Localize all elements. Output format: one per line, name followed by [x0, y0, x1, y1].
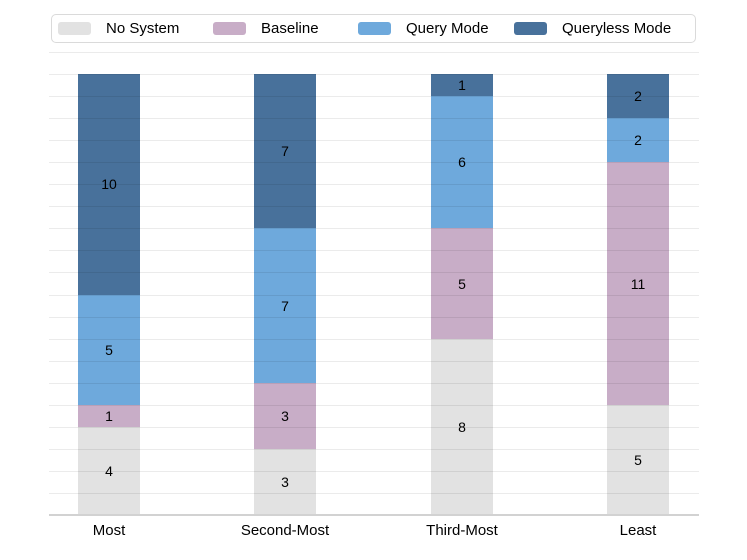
- legend-swatch-baseline: [213, 22, 246, 35]
- segment-value-label: 7: [281, 143, 289, 160]
- segment-queryless-mode: 10: [78, 74, 140, 295]
- segment-value-label: 6: [458, 154, 466, 171]
- segment-query-mode: 7: [254, 228, 316, 383]
- segment-value-label: 5: [634, 451, 642, 468]
- x-axis-line: [49, 514, 699, 516]
- segment-no-system: 4: [78, 426, 140, 515]
- segment-no-system: 8: [431, 338, 493, 515]
- legend-item-queryless-mode: Queryless Mode: [514, 15, 671, 42]
- segment-query-mode: 6: [431, 96, 493, 229]
- segment-value-label: 2: [634, 132, 642, 149]
- legend-item-no-system: No System: [58, 15, 179, 42]
- bar-least: 5 11 2 2: [607, 74, 669, 515]
- x-tick-label-least: Least: [619, 522, 657, 539]
- segment-queryless-mode: 2: [607, 74, 669, 119]
- bar-most: 4 1 5 10: [78, 74, 140, 515]
- segment-value-label: 2: [634, 88, 642, 105]
- segment-queryless-mode: 7: [254, 74, 316, 229]
- segment-value-label: 1: [458, 77, 466, 94]
- legend-swatch-query-mode: [358, 22, 391, 35]
- segment-value-label: 10: [101, 176, 117, 193]
- legend-label-no-system: No System: [106, 20, 180, 37]
- segment-no-system: 5: [607, 404, 669, 515]
- legend-label-queryless-mode: Queryless Mode: [562, 20, 672, 37]
- bar-second-most: 3 3 7 7: [254, 74, 316, 515]
- segment-baseline: 3: [254, 382, 316, 449]
- x-tick-label-third-most: Third-Most: [426, 522, 498, 539]
- segment-baseline: 11: [607, 162, 669, 405]
- segment-value-label: 11: [630, 275, 646, 292]
- legend-swatch-queryless-mode: [514, 22, 547, 35]
- segment-query-mode: 2: [607, 118, 669, 163]
- bars-container: 4 1 5 10 3 3 7 7 8 5 6 1 5 11 2 2: [49, 52, 699, 515]
- legend: No System Baseline Query Mode Queryless …: [51, 14, 696, 43]
- segment-value-label: 5: [458, 275, 466, 292]
- legend-label-baseline: Baseline: [261, 20, 319, 37]
- segment-value-label: 8: [458, 418, 466, 435]
- segment-queryless-mode: 1: [431, 74, 493, 97]
- segment-query-mode: 5: [78, 294, 140, 405]
- segment-no-system: 3: [254, 448, 316, 515]
- x-tick-label-second-most: Second-Most: [240, 522, 330, 539]
- legend-item-query-mode: Query Mode: [358, 15, 489, 42]
- segment-value-label: 3: [281, 407, 289, 424]
- legend-swatch-no-system: [58, 22, 91, 35]
- legend-label-query-mode: Query Mode: [406, 20, 489, 37]
- x-tick-label-most: Most: [92, 522, 126, 539]
- segment-baseline: 1: [78, 404, 140, 427]
- segment-value-label: 7: [281, 297, 289, 314]
- bar-third-most: 8 5 6 1: [431, 74, 493, 515]
- segment-value-label: 4: [105, 462, 113, 479]
- legend-item-baseline: Baseline: [213, 15, 319, 42]
- plot-area: 4 1 5 10 3 3 7 7 8 5 6 1 5 11 2 2: [49, 52, 699, 516]
- segment-value-label: 5: [105, 341, 113, 358]
- segment-value-label: 3: [281, 473, 289, 490]
- segment-baseline: 5: [431, 228, 493, 339]
- segment-value-label: 1: [105, 407, 113, 424]
